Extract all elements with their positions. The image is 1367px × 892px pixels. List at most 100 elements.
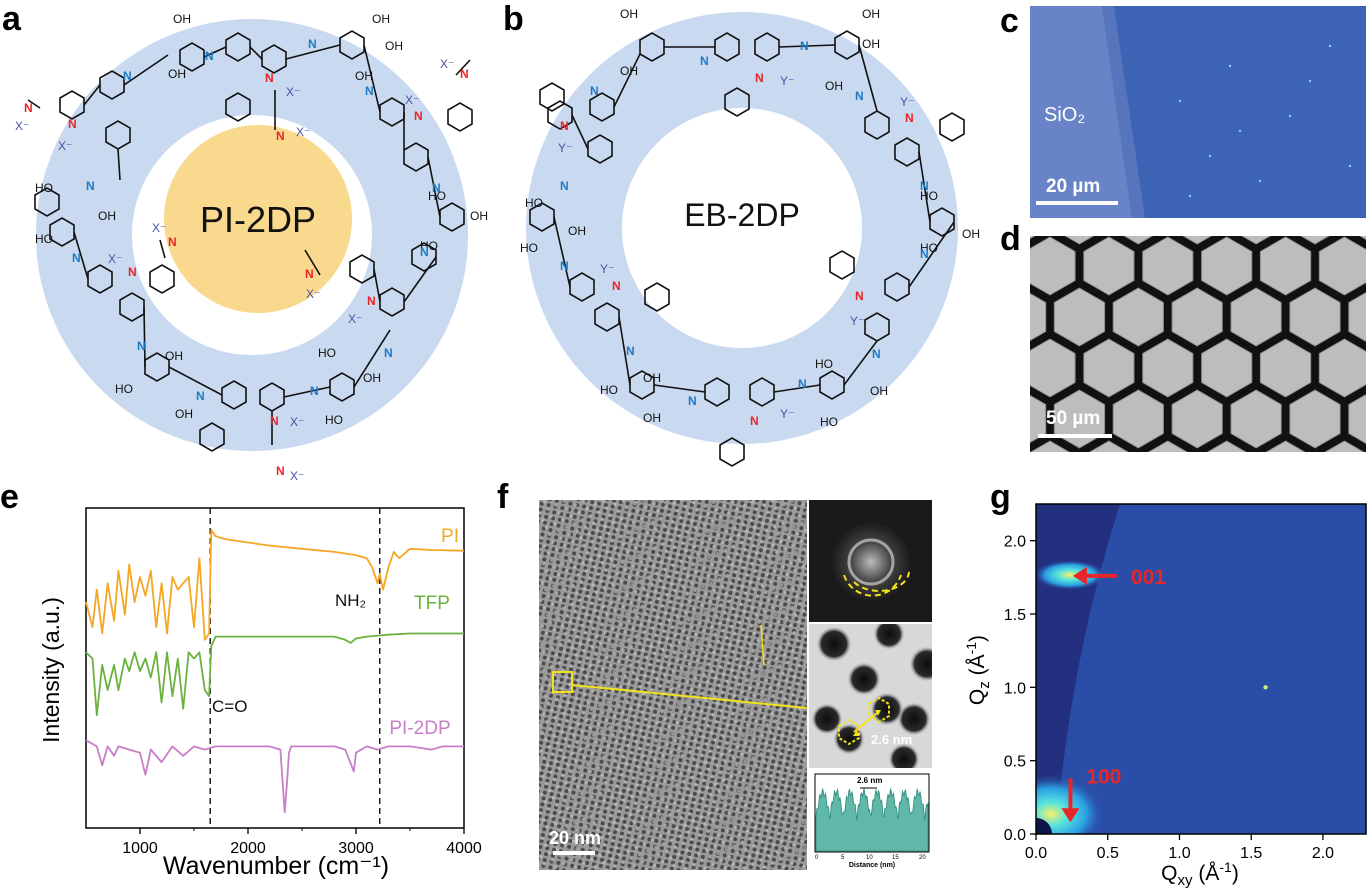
svg-text:HO: HO — [420, 239, 438, 253]
counterion-y: Y⁻ — [780, 407, 794, 421]
x-tick-label: 0.5 — [1097, 845, 1119, 862]
diffraction-spot — [1263, 685, 1268, 690]
hexagon-cell — [1359, 236, 1366, 241]
svg-text:N: N — [128, 265, 137, 279]
hexagon-cell — [1147, 440, 1188, 452]
svg-text:OH: OH — [175, 407, 193, 421]
svg-text:0: 0 — [815, 855, 819, 861]
ftir-chart: Intensity (a.u.) Wavenumber (cm⁻¹) PI TFP… — [38, 507, 482, 880]
svg-text:OH: OH — [363, 371, 381, 385]
hexagon-cell — [1171, 389, 1223, 449]
arrowhead-100 — [1061, 808, 1080, 823]
panel-d-letter: d — [1000, 220, 1021, 258]
x-tick-label: 1.0 — [1168, 845, 1190, 862]
hexagon-cell — [1206, 440, 1247, 452]
hexagon-cell — [1030, 440, 1071, 452]
svg-text:N: N — [270, 414, 279, 428]
svg-text:N: N — [750, 414, 759, 428]
giwaxs-chart: 0.0 0.5 1.0 1.5 2.00.00.51.01.52.0 Qz (Å-1) … — [963, 503, 1367, 889]
hexagon-cell — [1259, 338, 1312, 398]
svg-text:N: N — [920, 247, 929, 261]
hexagon-cell — [1171, 287, 1223, 347]
svg-text:N: N — [68, 117, 77, 131]
y-tick-label: 2.0 — [1004, 534, 1026, 551]
hexagon-cell — [1030, 292, 1047, 342]
svg-text:HO: HO — [325, 413, 343, 427]
svg-text:HO: HO — [525, 196, 543, 210]
x-tick-label: 2.0 — [1312, 845, 1334, 862]
lattice-inset: 2.6 nm — [809, 624, 932, 768]
svg-text:OH: OH — [643, 371, 661, 385]
svg-text:OH: OH — [620, 64, 638, 78]
svg-text:OH: OH — [568, 224, 586, 238]
svg-text:N: N — [24, 101, 33, 115]
plot-area: PI TFP PI-2DP C=O NH₂ 1000 2000 3000 4000 — [85, 507, 482, 857]
svg-text:OH: OH — [470, 209, 488, 223]
hexagon-cell — [1083, 236, 1135, 296]
panel-b-letter: b — [503, 0, 524, 38]
tem-texture — [539, 500, 807, 870]
hexagon-cell — [1259, 236, 1312, 296]
scale-label-c: 20 µm — [1046, 176, 1101, 197]
svg-text:N: N — [755, 71, 764, 85]
series-label-pi-2dp: PI-2DP — [389, 718, 450, 739]
counterion-y: Y⁻ — [600, 262, 614, 276]
hexagon-cell — [1201, 236, 1253, 296]
svg-text:N: N — [384, 346, 393, 360]
svg-text:HO: HO — [318, 346, 336, 360]
svg-text:N: N — [276, 464, 285, 478]
counterion-x: X⁻ — [152, 221, 166, 235]
hexagon-cell — [1182, 236, 1213, 245]
y-tick-label: 1.5 — [1004, 607, 1026, 624]
counterion-x: X⁻ — [15, 119, 29, 133]
svg-text:OH: OH — [372, 12, 390, 26]
svg-text:OH: OH — [825, 79, 843, 93]
hexagon-cell — [1348, 393, 1366, 445]
axes: 0.0 0.5 1.0 1.5 2.0 0.0 0.5 1.0 1.5 2.0 — [1004, 503, 1367, 862]
svg-text:N: N — [590, 84, 599, 98]
hexagon-cell — [1324, 440, 1365, 452]
counterion-x: X⁻ — [286, 85, 300, 99]
fft-inset — [809, 500, 932, 622]
sio2-label: SiO₂ — [1044, 104, 1086, 126]
arrowhead-001 — [1072, 566, 1087, 585]
svg-text:HO: HO — [815, 357, 833, 371]
svg-text:N: N — [560, 179, 569, 193]
svg-text:HO: HO — [920, 241, 938, 255]
hexagon-cell — [1123, 236, 1154, 245]
svg-text:N: N — [920, 179, 929, 193]
series-line-pi-2dp — [85, 739, 464, 814]
counterion-x: X⁻ — [405, 93, 419, 107]
zoom-connector — [571, 684, 807, 709]
svg-text:OH: OH — [385, 39, 403, 53]
svg-text:N: N — [205, 49, 214, 63]
counterion-x: X⁻ — [108, 252, 122, 266]
micrograph-substrate — [1030, 6, 1352, 218]
hexagon-grid — [1030, 236, 1366, 452]
annotation-label: C=O — [212, 697, 247, 716]
svg-text:N: N — [265, 71, 274, 85]
counterion-x: X⁻ — [290, 415, 304, 429]
svg-text:OH: OH — [862, 37, 880, 51]
svg-text:HO: HO — [35, 181, 53, 195]
svg-text:N: N — [276, 129, 285, 143]
panel-a-letter: a — [2, 0, 21, 38]
counterion-x: X⁻ — [296, 125, 310, 139]
pore-disc — [164, 125, 352, 313]
counterion-labels-b: Y⁻ Y⁻ Y⁻ Y⁻ Y⁻ Y⁻ — [558, 74, 914, 421]
counterion-y: Y⁻ — [900, 95, 914, 109]
annotation-label: NH₂ — [335, 591, 366, 610]
svg-text:N: N — [905, 111, 914, 125]
svg-text:10: 10 — [866, 855, 873, 861]
series-label-tfp: TFP — [414, 593, 450, 614]
panel-b-structure: OH OH OH OH OH HO OH HO HO OH HO OH HO O… — [520, 7, 980, 467]
line-profile — [815, 787, 929, 852]
series-line-pi — [85, 529, 465, 641]
hexagon-cell — [1142, 338, 1194, 398]
atom-labels-a: OH OH OH OH OH HO OH HO HO OH HO OH HO O… — [24, 12, 488, 478]
plot-frame — [1035, 503, 1367, 835]
hexagon-cell — [1030, 394, 1047, 444]
sem-micrograph: 50 µm — [1030, 236, 1366, 452]
hexagon-cell — [1265, 440, 1306, 452]
